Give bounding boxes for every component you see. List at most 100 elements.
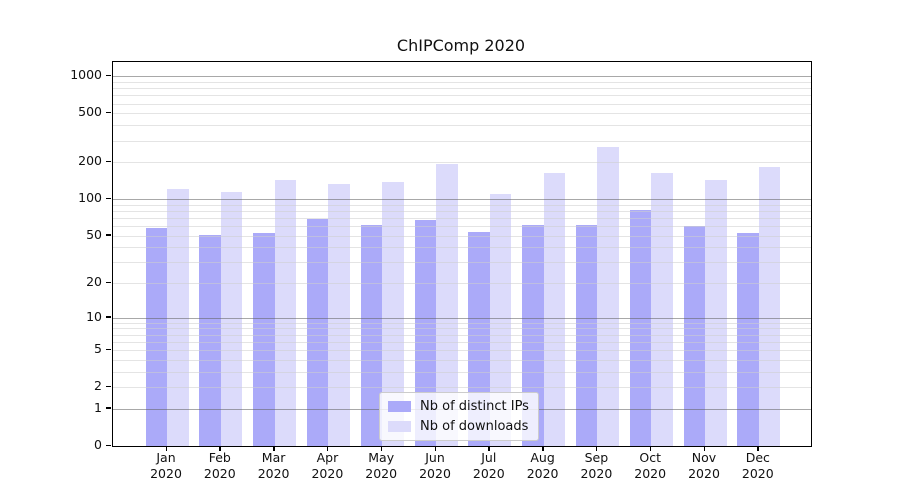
bar-downloads-jul bbox=[489, 193, 512, 446]
x-tick-nov bbox=[703, 446, 705, 451]
y-tick-label-5: 5 bbox=[94, 341, 102, 357]
x-tick-label-sep: Sep 2020 bbox=[566, 450, 626, 482]
x-tick-label-line: May bbox=[368, 450, 395, 465]
x-tick-apr bbox=[326, 446, 329, 451]
x-tick-label-line: 2020 bbox=[365, 466, 398, 481]
y-tick-0 bbox=[106, 444, 111, 446]
bar-distinct-ips-dec bbox=[737, 232, 759, 446]
y-tick-500 bbox=[106, 111, 111, 114]
x-tick-label-line: Feb bbox=[208, 450, 231, 465]
x-tick-dec bbox=[757, 446, 759, 451]
x-tick-label-line: 2020 bbox=[472, 466, 505, 481]
x-tick-label-line: 2020 bbox=[580, 466, 613, 481]
x-tick-label-line: 2020 bbox=[311, 466, 344, 481]
bar-downloads-oct bbox=[651, 172, 673, 446]
bar-distinct-ips-jan bbox=[145, 227, 167, 446]
y-tick-label-1: 1 bbox=[94, 399, 102, 415]
bar-downloads-feb bbox=[220, 191, 243, 446]
x-tick-label-line: Jan bbox=[156, 450, 176, 465]
x-tick-label-line: 2020 bbox=[526, 466, 559, 481]
bar-distinct-ips-oct bbox=[629, 210, 652, 446]
x-tick-label-dec: Dec 2020 bbox=[728, 450, 788, 482]
x-tick-label-line: Jul bbox=[481, 450, 497, 465]
y-tick-label-1000: 1000 bbox=[70, 67, 102, 83]
y-tick-5 bbox=[106, 348, 111, 351]
legend-item-distinct-ips: Nb of distinct IPs bbox=[388, 398, 529, 415]
y-tick-1 bbox=[106, 407, 111, 409]
y-tick-100 bbox=[106, 197, 111, 200]
x-tick-label-may: May 2020 bbox=[351, 450, 411, 482]
x-tick-mar bbox=[273, 446, 275, 451]
x-tick-label-line: Jun bbox=[425, 450, 445, 465]
legend-swatch-distinct-ips bbox=[388, 401, 411, 412]
bar-downloads-apr bbox=[328, 184, 350, 446]
bar-downloads-sep bbox=[597, 146, 619, 446]
plot-area bbox=[112, 61, 812, 447]
y-tick-label-20: 20 bbox=[86, 274, 102, 290]
bar-downloads-jun bbox=[436, 164, 458, 446]
x-tick-label-line: Sep bbox=[584, 450, 609, 465]
bar-downloads-aug bbox=[543, 173, 566, 446]
y-tick-label-50: 50 bbox=[86, 226, 102, 242]
x-tick-label-line: 2020 bbox=[688, 466, 720, 481]
bar-distinct-ips-apr bbox=[306, 219, 329, 446]
bar-downloads-jan bbox=[167, 188, 189, 446]
y-tick-2 bbox=[106, 385, 111, 388]
bars-layer bbox=[113, 62, 811, 446]
x-tick-jun bbox=[434, 446, 436, 451]
x-tick-label-line: Nov bbox=[691, 450, 717, 465]
x-tick-label-line: 2020 bbox=[634, 466, 667, 481]
chart-title: ChIPComp 2020 bbox=[396, 36, 526, 55]
y-tick-200 bbox=[106, 160, 111, 163]
x-tick-label-line: Dec bbox=[745, 450, 770, 465]
y-tick-label-200: 200 bbox=[78, 153, 102, 169]
legend-swatch-downloads bbox=[388, 421, 411, 432]
x-tick-label-line: 2020 bbox=[203, 466, 236, 481]
y-tick-label-0: 0 bbox=[94, 437, 102, 452]
bar-distinct-ips-nov bbox=[683, 226, 705, 446]
x-tick-label-line: 2020 bbox=[419, 466, 451, 481]
x-tick-label-line: Oct bbox=[639, 450, 661, 465]
x-tick-label-jul: Jul 2020 bbox=[459, 450, 519, 482]
y-tick-label-500: 500 bbox=[78, 104, 102, 120]
bar-distinct-ips-mar bbox=[253, 232, 275, 446]
x-tick-label-oct: Oct 2020 bbox=[620, 450, 680, 482]
x-tick-label-mar: Mar 2020 bbox=[244, 450, 304, 482]
x-tick-sep bbox=[595, 446, 598, 451]
bar-distinct-ips-jun bbox=[414, 220, 436, 446]
x-tick-label-line: 2020 bbox=[741, 466, 774, 481]
bar-downloads-dec bbox=[758, 166, 781, 446]
x-tick-label-aug: Aug 2020 bbox=[513, 450, 573, 482]
legend-label-distinct-ips: Nb of distinct IPs bbox=[420, 399, 529, 414]
x-tick-label-line: Aug bbox=[530, 450, 555, 465]
x-tick-jan bbox=[165, 446, 167, 451]
x-tick-label-jan: Jan 2020 bbox=[136, 450, 196, 482]
y-tick-20 bbox=[106, 281, 111, 284]
x-tick-jul bbox=[488, 446, 490, 451]
bar-downloads-nov bbox=[705, 180, 727, 446]
x-tick-feb bbox=[219, 446, 221, 451]
x-tick-label-apr: Apr 2020 bbox=[297, 450, 357, 482]
x-tick-label-nov: Nov 2020 bbox=[674, 450, 734, 482]
y-tick-label-100: 100 bbox=[78, 190, 102, 206]
x-tick-may bbox=[380, 446, 383, 451]
x-tick-label-line: Apr bbox=[316, 450, 339, 465]
x-tick-label-line: Mar bbox=[261, 450, 286, 465]
y-tick-label-2: 2 bbox=[94, 378, 102, 394]
legend-item-downloads: Nb of downloads bbox=[388, 418, 529, 435]
y-tick-1000 bbox=[106, 74, 111, 77]
bar-distinct-ips-feb bbox=[199, 234, 221, 446]
bar-distinct-ips-sep bbox=[575, 225, 598, 446]
legend-label-downloads: Nb of downloads bbox=[420, 419, 529, 434]
x-tick-label-jun: Jun 2020 bbox=[405, 450, 465, 482]
y-tick-label-10: 10 bbox=[86, 308, 102, 324]
x-tick-aug bbox=[542, 446, 544, 451]
x-tick-label-line: 2020 bbox=[150, 466, 182, 481]
y-tick-50 bbox=[106, 234, 111, 236]
legend: Nb of distinct IPs Nb of downloads bbox=[379, 392, 539, 441]
bar-downloads-mar bbox=[274, 180, 297, 446]
x-tick-label-feb: Feb 2020 bbox=[190, 450, 250, 482]
y-tick-10 bbox=[106, 316, 111, 318]
x-tick-oct bbox=[649, 446, 652, 451]
